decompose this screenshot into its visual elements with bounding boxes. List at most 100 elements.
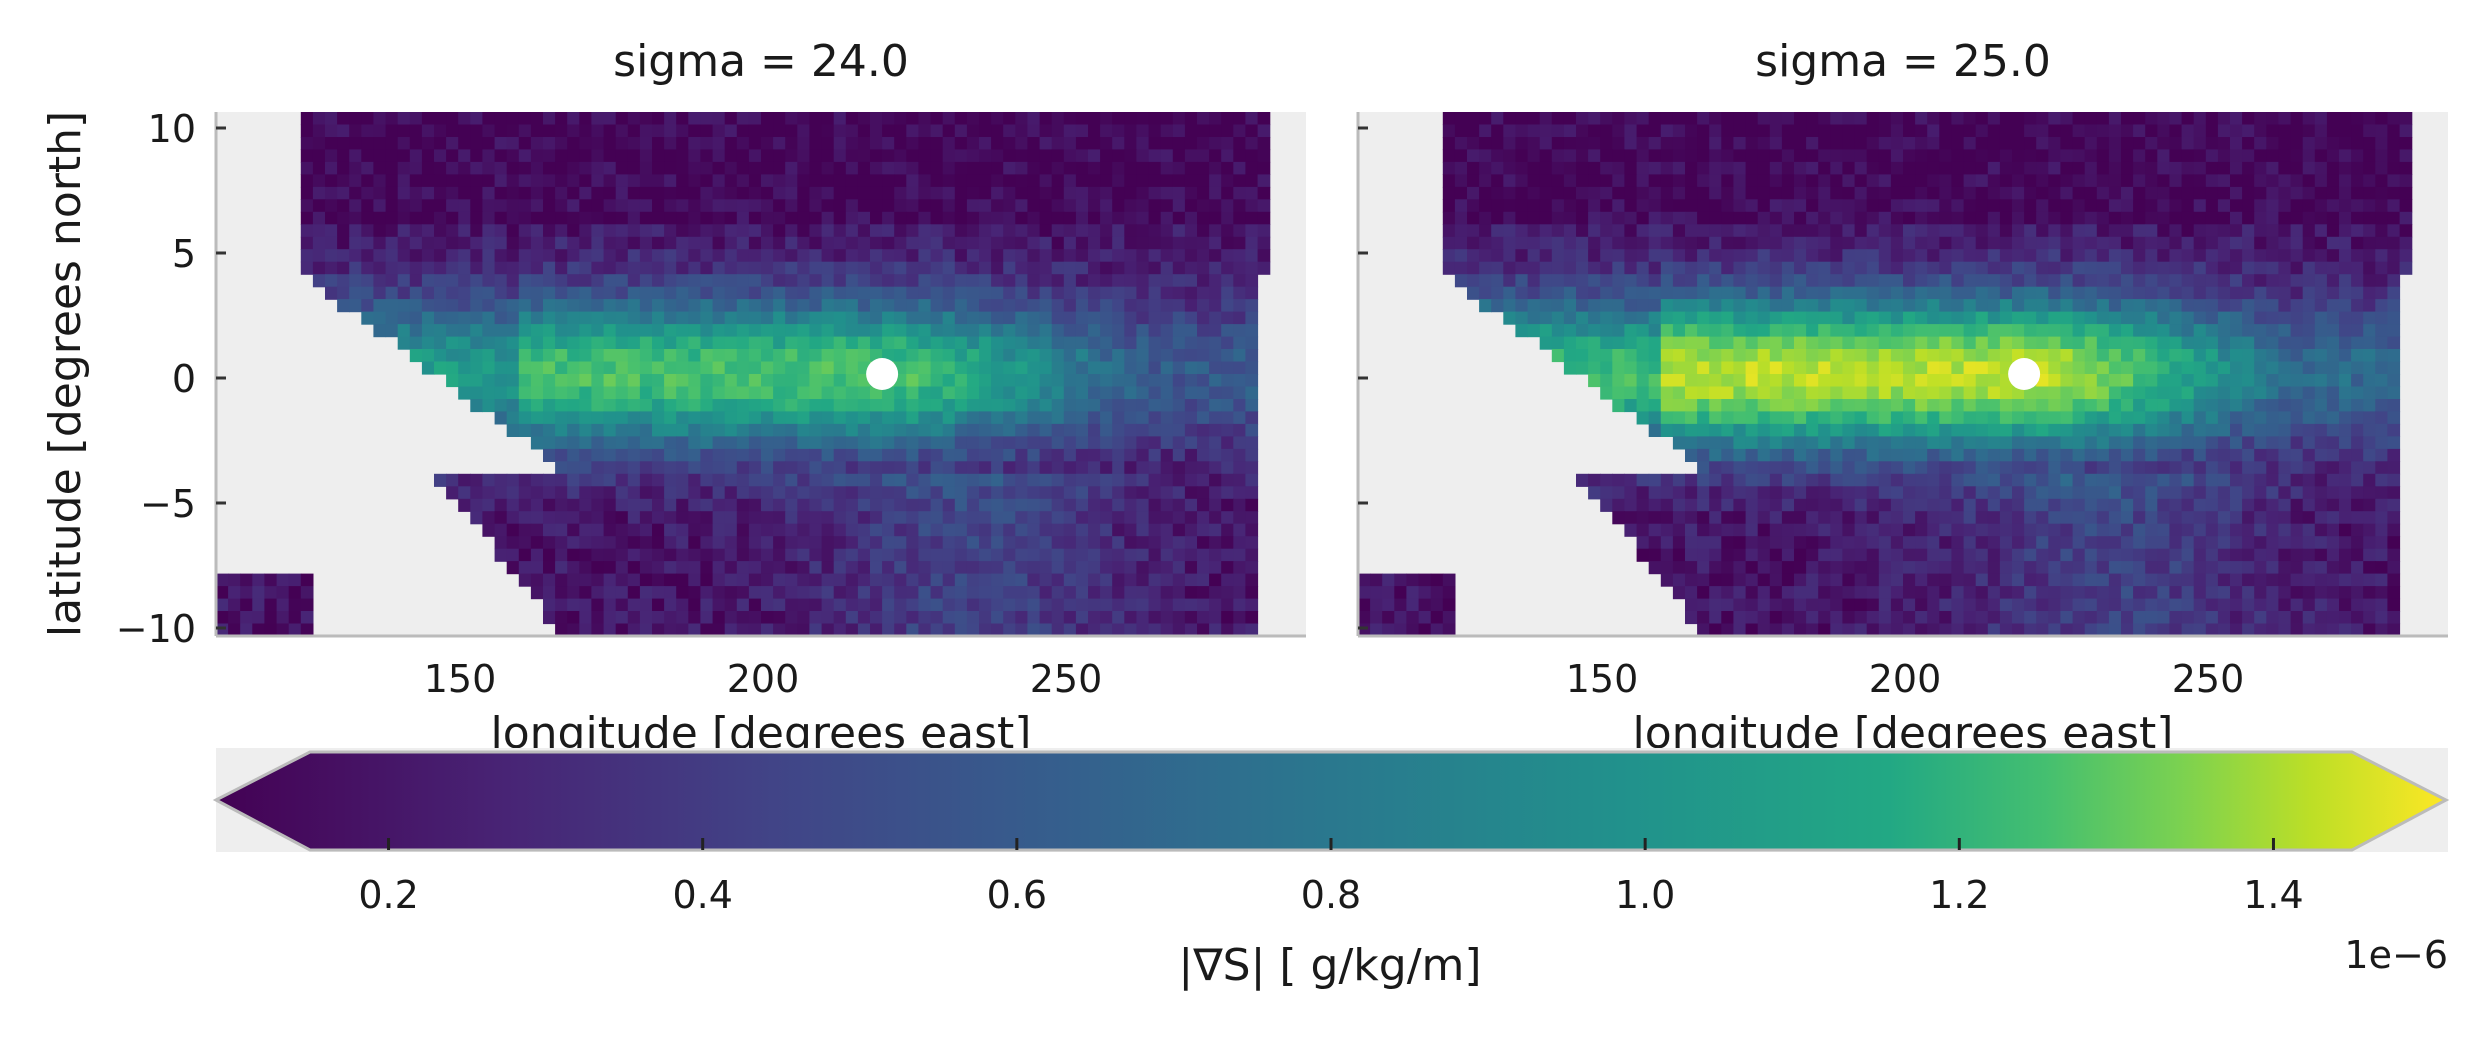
- heatmap-cell: [1539, 299, 1553, 313]
- heatmap-cell: [2048, 386, 2061, 400]
- heatmap-cell: [1197, 611, 1210, 625]
- heatmap-cell: [1209, 336, 1222, 350]
- heatmap-cell: [857, 536, 871, 550]
- heatmap-cell: [906, 349, 919, 363]
- heatmap-cell: [470, 486, 483, 500]
- heatmap-cell: [1636, 174, 1650, 188]
- heatmap-cell: [2169, 286, 2183, 300]
- heatmap-cell: [1927, 274, 1940, 288]
- heatmap-cell: [1672, 411, 1686, 425]
- heatmap-cell: [797, 224, 810, 238]
- heatmap-cell: [1842, 349, 1856, 363]
- heatmap-cell: [530, 573, 544, 587]
- heatmap-cell: [397, 324, 411, 338]
- heatmap-cell: [506, 261, 520, 275]
- heatmap-cell: [979, 311, 992, 325]
- heatmap-cell: [2387, 186, 2401, 200]
- heatmap-cell: [470, 161, 483, 175]
- heatmap-cell: [2024, 261, 2037, 275]
- heatmap-cell: [664, 137, 677, 151]
- heatmap-cell: [1806, 199, 1819, 213]
- heatmap-cell: [991, 523, 1004, 537]
- heatmap-cell: [954, 523, 968, 537]
- heatmap-cell: [906, 311, 919, 325]
- heatmap-cell: [979, 236, 992, 250]
- heatmap-cell: [979, 573, 992, 587]
- heatmap-cell: [1100, 286, 1113, 300]
- heatmap-cell: [2278, 361, 2292, 375]
- heatmap-cell: [1148, 511, 1162, 525]
- heatmap-cell: [700, 423, 714, 437]
- heatmap-cell: [530, 199, 544, 213]
- heatmap-cell: [1999, 174, 2013, 188]
- heatmap-cell: [1903, 112, 1916, 126]
- heatmap-cell: [555, 411, 568, 425]
- heatmap-cell: [1576, 112, 1589, 126]
- heatmap-cell: [1660, 311, 1674, 325]
- heatmap-cell: [2036, 399, 2049, 413]
- heatmap-cell: [1442, 211, 1456, 225]
- heatmap-cell: [2254, 236, 2267, 250]
- heatmap-cell: [954, 399, 968, 413]
- heatmap-cell: [2387, 374, 2401, 388]
- heatmap-cell: [700, 523, 714, 537]
- heatmap-cell: [2375, 324, 2388, 338]
- heatmap-cell: [1160, 611, 1174, 625]
- heatmap-cell: [2108, 423, 2122, 437]
- heatmap-cell: [1015, 249, 1028, 263]
- heatmap-cell: [1951, 436, 1965, 450]
- heatmap-cell: [809, 249, 823, 263]
- heatmap-cell: [1915, 411, 1928, 425]
- heatmap-cell: [1100, 611, 1113, 625]
- heatmap-cell: [1866, 286, 1880, 300]
- heatmap-cell: [761, 311, 774, 325]
- heatmap-cell: [712, 536, 726, 550]
- heatmap-cell: [361, 161, 374, 175]
- heatmap-cell: [1063, 399, 1077, 413]
- heatmap-cell: [2375, 423, 2388, 437]
- heatmap-cell: [2363, 286, 2376, 300]
- heatmap-cell: [627, 561, 641, 575]
- heatmap-cell: [2339, 423, 2352, 437]
- heatmap-cell: [1515, 112, 1529, 126]
- heatmap-cell: [2351, 361, 2364, 375]
- heatmap-cell: [1781, 186, 1795, 200]
- heatmap-cell: [736, 561, 750, 575]
- heatmap-cell: [2302, 236, 2316, 250]
- heatmap-cell: [1124, 561, 1137, 575]
- heatmap-cell: [1063, 473, 1077, 487]
- heatmap-cell: [1209, 124, 1222, 138]
- heatmap-cell: [1442, 236, 1456, 250]
- heatmap-cell: [506, 274, 520, 288]
- heatmap-cell: [2084, 224, 2098, 238]
- heatmap-cell: [2145, 224, 2158, 238]
- heatmap-cell: [797, 374, 810, 388]
- heatmap-cell: [1209, 211, 1222, 225]
- heatmap-cell: [942, 436, 956, 450]
- heatmap-cell: [2193, 286, 2207, 300]
- heatmap-cell: [1963, 361, 1977, 375]
- heatmap-cell: [567, 149, 580, 163]
- heatmap-cell: [833, 299, 847, 313]
- heatmap-cell: [1209, 137, 1222, 151]
- heatmap-cell: [2302, 261, 2316, 275]
- heatmap-cell: [700, 436, 714, 450]
- heatmap-cell: [579, 286, 592, 300]
- heatmap-cell: [2024, 236, 2037, 250]
- heatmap-cell: [797, 249, 810, 263]
- heatmap-cell: [664, 448, 677, 462]
- heatmap-cell: [2290, 124, 2304, 138]
- heatmap-cell: [518, 536, 532, 550]
- heatmap-cell: [2326, 199, 2340, 213]
- heatmap-cell: [361, 311, 374, 325]
- heatmap-cell: [736, 149, 750, 163]
- heatmap-cell: [494, 137, 508, 151]
- heatmap-cell: [1781, 224, 1795, 238]
- heatmap-cell: [966, 299, 980, 313]
- heatmap-cell: [579, 161, 592, 175]
- heatmap-cell: [930, 274, 944, 288]
- heatmap-cell: [325, 124, 338, 138]
- heatmap-cell: [2181, 349, 2195, 363]
- heatmap-cell: [543, 161, 556, 175]
- heatmap-cell: [1794, 324, 1807, 338]
